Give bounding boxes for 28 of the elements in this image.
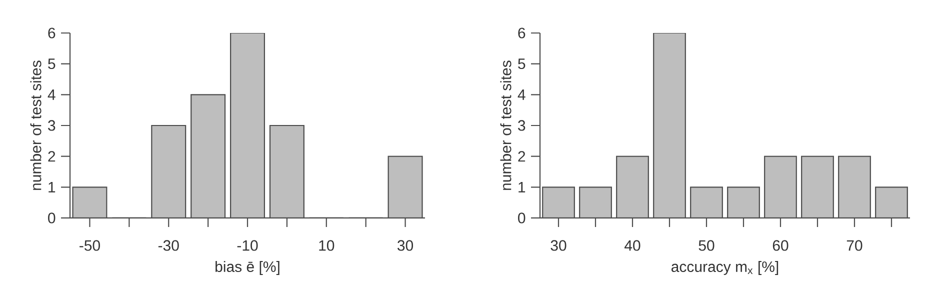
x-tick-label: -10 (237, 240, 258, 251)
y-tick-label: 1 (48, 182, 56, 192)
x-tick-label: 10 (319, 240, 334, 251)
y-tick-label: 2 (518, 151, 526, 162)
x-tick-label: 30 (398, 240, 414, 251)
x-tick-label: 70 (846, 240, 862, 251)
y-tick-label: 4 (48, 90, 56, 100)
y-tick-label: 2 (48, 151, 56, 162)
x-tick-label: 30 (550, 240, 566, 251)
y-tick-label: 3 (48, 120, 56, 131)
x-axis-title: accuracy m$_{x}$ [%] (672, 261, 778, 275)
y-axis-title: number of test sites (30, 60, 42, 190)
x-tick-label: -50 (80, 240, 100, 251)
y-tick-label: 6 (48, 28, 56, 38)
x-tick-label: 50 (698, 240, 714, 251)
x-tick-label: -30 (158, 240, 179, 251)
y-tick-label: 1 (518, 182, 526, 192)
y-tick-label: 5 (518, 58, 526, 70)
y-tick-label: 0 (48, 212, 56, 224)
y-tick-label: 0 (518, 212, 526, 224)
x-tick-label: 40 (624, 240, 640, 251)
y-axis-title: number of test sites (500, 60, 512, 190)
y-tick-label: 3 (518, 120, 526, 131)
y-tick-label: 5 (48, 58, 56, 70)
y-tick-label: 4 (518, 90, 526, 100)
x-tick-label: 60 (772, 240, 788, 251)
x-axis-title: bias ē [%] (216, 261, 280, 275)
y-tick-label: 6 (518, 28, 526, 38)
